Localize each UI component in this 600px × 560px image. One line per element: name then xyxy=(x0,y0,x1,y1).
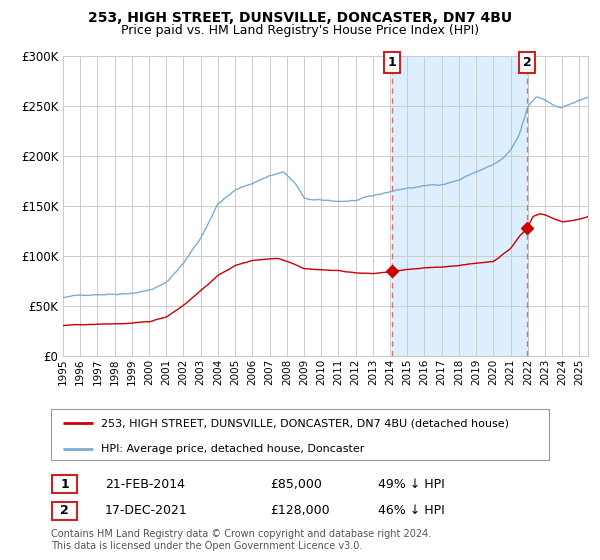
Text: 49% ↓ HPI: 49% ↓ HPI xyxy=(378,478,445,491)
Text: 1: 1 xyxy=(60,478,69,491)
Text: 253, HIGH STREET, DUNSVILLE, DONCASTER, DN7 4BU: 253, HIGH STREET, DUNSVILLE, DONCASTER, … xyxy=(88,11,512,25)
Bar xyxy=(392,56,527,356)
Text: 253, HIGH STREET, DUNSVILLE, DONCASTER, DN7 4BU (detached house): 253, HIGH STREET, DUNSVILLE, DONCASTER, … xyxy=(101,418,509,428)
Text: 2: 2 xyxy=(60,504,69,517)
Text: £128,000: £128,000 xyxy=(270,504,329,517)
Text: Price paid vs. HM Land Registry's House Price Index (HPI): Price paid vs. HM Land Registry's House … xyxy=(121,24,479,36)
Text: 21-FEB-2014: 21-FEB-2014 xyxy=(105,478,185,491)
Text: Contains HM Land Registry data © Crown copyright and database right 2024.
This d: Contains HM Land Registry data © Crown c… xyxy=(51,529,431,551)
Text: 17-DEC-2021: 17-DEC-2021 xyxy=(105,504,188,517)
Text: £85,000: £85,000 xyxy=(270,478,322,491)
Text: 1: 1 xyxy=(388,56,397,69)
Text: HPI: Average price, detached house, Doncaster: HPI: Average price, detached house, Donc… xyxy=(101,444,364,454)
Text: 2: 2 xyxy=(523,56,532,69)
Text: 46% ↓ HPI: 46% ↓ HPI xyxy=(378,504,445,517)
